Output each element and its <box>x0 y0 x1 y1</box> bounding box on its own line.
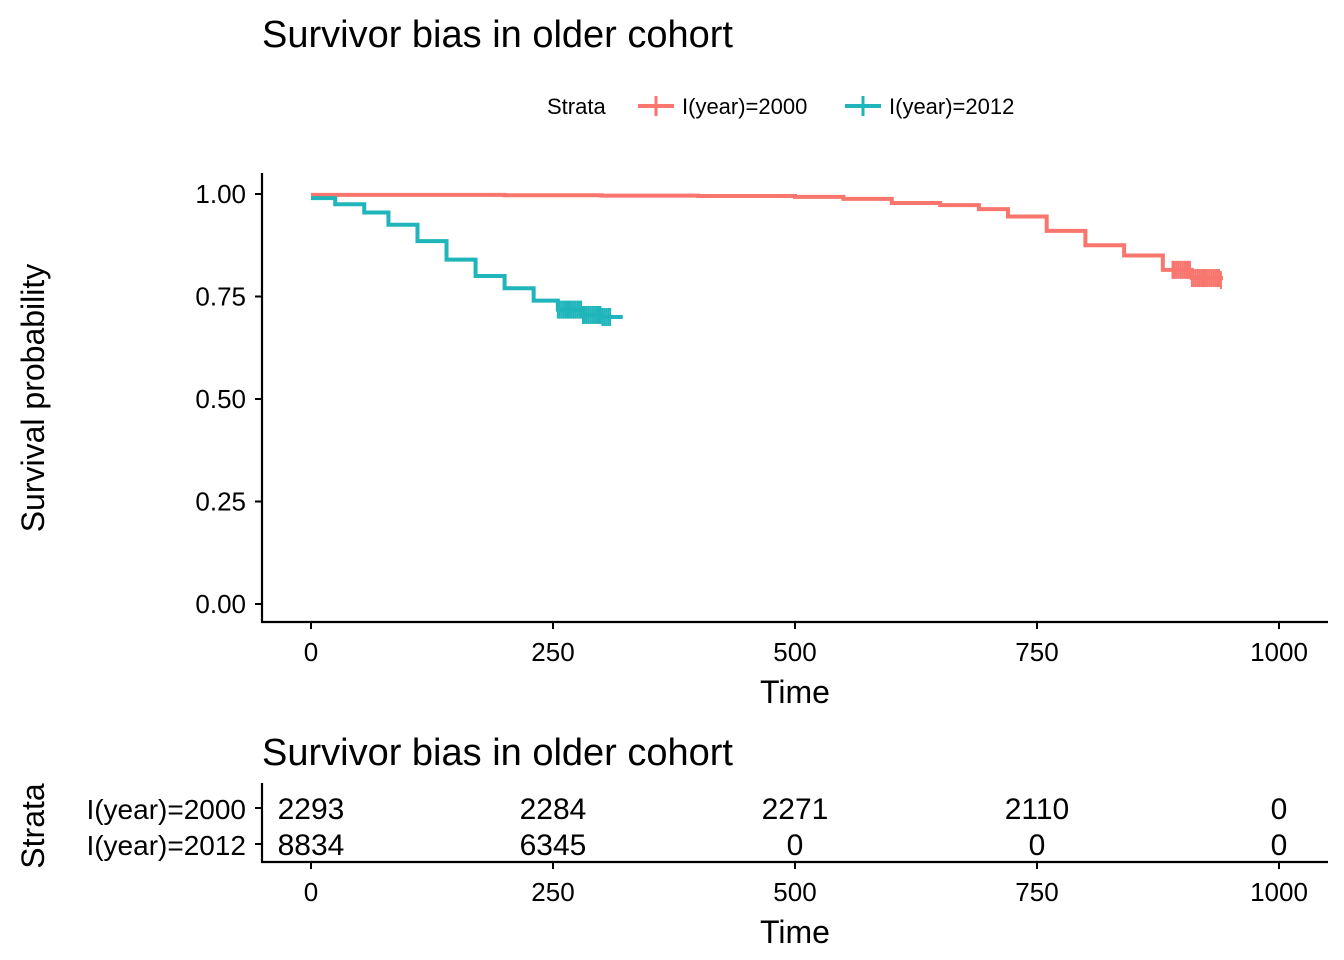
table-y-axis-title: Strata <box>15 783 51 869</box>
y-tick-label: 0.50 <box>195 384 246 414</box>
y-tick-label: 0.75 <box>195 282 246 312</box>
y-axis-title: Survival probability <box>15 264 51 533</box>
table-title: Survivor bias in older cohort <box>262 732 733 774</box>
survival-curve-2000 <box>311 192 1223 281</box>
table-cell: 0 <box>1271 793 1288 826</box>
main-x-tick-label: 1000 <box>1250 637 1308 667</box>
y-tick-label: 0.00 <box>195 589 246 619</box>
table-cell: 6345 <box>520 829 587 862</box>
table-x-tick-label: 500 <box>773 877 816 907</box>
table-cell: 2293 <box>278 793 345 826</box>
table-x-axis-title: Time <box>760 914 830 950</box>
main-y-ticks: 0.00 0.25 0.50 0.75 1.00 <box>195 179 262 619</box>
table-cell: 2110 <box>1005 793 1070 826</box>
main-x-tick-label: 250 <box>531 637 574 667</box>
legend-title: Strata <box>547 94 606 119</box>
legend-label-2012: I(year)=2012 <box>889 94 1014 119</box>
legend-label-2000: I(year)=2000 <box>682 94 807 119</box>
legend: Strata I(year)=2000 I(year)=2012 <box>547 94 1014 119</box>
table-row-label: I(year)=2012 <box>86 830 246 861</box>
table-x-tick-label: 1000 <box>1250 877 1308 907</box>
table-x-tick-label: 0 <box>304 877 318 907</box>
table-cell: 0 <box>1029 829 1046 862</box>
main-x-tick-label: 750 <box>1015 637 1058 667</box>
table-cell: 0 <box>787 829 804 862</box>
risk-table: I(year)=2000 2293 2284 2271 2110 0I(year)=201… <box>86 793 1287 862</box>
table-row-label: I(year)=2000 <box>86 794 246 825</box>
legend-key-2000 <box>638 96 674 116</box>
main-x-ticks: 0 250 500 750 1000 <box>304 622 1308 667</box>
y-tick-label: 1.00 <box>195 179 246 209</box>
table-cell: 8834 <box>278 829 345 862</box>
table-cell: 2284 <box>520 793 587 826</box>
y-tick-label: 0.25 <box>195 487 246 517</box>
main-x-tick-label: 500 <box>773 637 816 667</box>
table-x-tick-label: 250 <box>531 877 574 907</box>
survival-curves <box>311 192 1223 326</box>
legend-key-2012 <box>845 96 881 116</box>
table-cell: 0 <box>1271 829 1288 862</box>
x-axis-title: Time <box>760 674 830 710</box>
plot-title: Survivor bias in older cohort <box>262 14 733 56</box>
table-cell: 2271 <box>762 793 829 826</box>
table-x-ticks: 0 250 500 750 1000 <box>304 862 1308 907</box>
main-x-tick-label: 0 <box>304 637 318 667</box>
table-x-tick-label: 750 <box>1015 877 1058 907</box>
